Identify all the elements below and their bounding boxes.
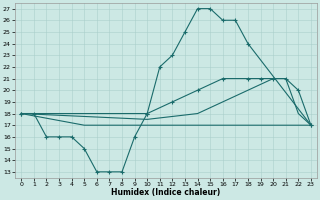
X-axis label: Humidex (Indice chaleur): Humidex (Indice chaleur) [111, 188, 221, 197]
